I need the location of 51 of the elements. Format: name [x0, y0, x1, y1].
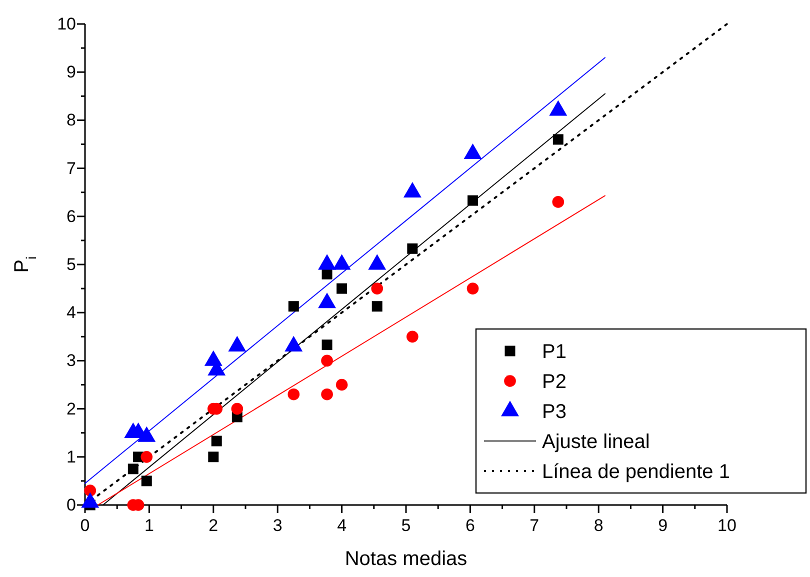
- point: [208, 452, 219, 462]
- x-tick-label: 8: [594, 516, 604, 535]
- x-tick-label: 0: [80, 516, 90, 535]
- point: [552, 134, 564, 145]
- point: [84, 484, 96, 496]
- point: [128, 464, 138, 474]
- point: [288, 388, 300, 400]
- y-tick-label: 6: [66, 206, 76, 226]
- legend-label: P1: [542, 341, 566, 363]
- point: [141, 476, 152, 486]
- x-tick-label: 2: [208, 516, 218, 535]
- x-tick-label: 9: [658, 516, 668, 535]
- point: [321, 388, 333, 400]
- point: [322, 340, 332, 350]
- x-tick-label: 5: [401, 516, 411, 535]
- legend-label: P3: [542, 401, 566, 423]
- y-tick-label: 2: [66, 399, 76, 418]
- x-tick-label: 4: [337, 516, 347, 535]
- x-tick-label: 6: [465, 516, 475, 535]
- point: [552, 196, 564, 208]
- y-tick-label: 0: [66, 495, 76, 514]
- x-tick-label: 3: [272, 516, 282, 535]
- y-tick-label: 1: [66, 447, 76, 466]
- point: [231, 402, 244, 415]
- x-axis-title: Notas medias: [344, 548, 468, 570]
- y-tick-label: 5: [66, 254, 76, 274]
- y-tick-label: 3: [66, 351, 76, 370]
- x-tick-label: 7: [530, 516, 540, 535]
- point: [468, 195, 478, 206]
- point: [407, 243, 418, 254]
- point: [372, 301, 382, 312]
- legend-label: Ajuste lineal: [542, 431, 650, 453]
- legend-label: Línea de pendiente 1: [542, 461, 730, 483]
- y-tick-label: 4: [66, 303, 76, 322]
- y-tick-label: 9: [66, 62, 76, 82]
- point: [336, 378, 348, 391]
- point: [371, 282, 384, 294]
- point: [406, 330, 418, 343]
- y-tick-label: 8: [66, 110, 76, 130]
- point: [288, 301, 299, 312]
- point: [140, 450, 153, 463]
- point: [336, 283, 348, 294]
- point: [466, 282, 479, 294]
- y-tick-label: 10: [57, 14, 76, 34]
- x-tick-label: 1: [144, 516, 154, 535]
- point: [211, 436, 222, 446]
- x-tick-label: 10: [718, 516, 736, 535]
- point: [322, 268, 332, 280]
- y-tick-label: 7: [66, 158, 76, 178]
- point: [321, 354, 333, 367]
- legend-label: P2: [542, 371, 566, 393]
